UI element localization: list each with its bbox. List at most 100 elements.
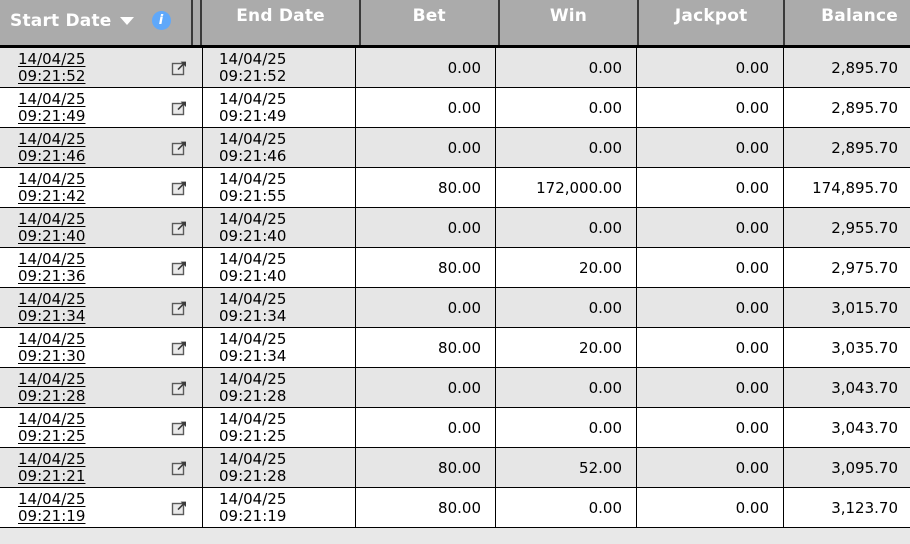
cell-jackpot: 0.00 (637, 288, 784, 327)
table-row[interactable]: 14/04/25 09:21:42 14/04/25 09:21:55 80.00 172… (0, 168, 910, 208)
external-link-icon[interactable] (171, 99, 188, 116)
start-date-link[interactable]: 14/04/25 09:21:21 (18, 449, 86, 485)
cell-bet: 80.00 (356, 488, 496, 527)
start-date-link[interactable]: 14/04/25 09:21:19 (18, 489, 86, 525)
end-time-value: 09:21:55 (219, 186, 287, 205)
info-icon[interactable]: i (151, 11, 171, 30)
cell-end-date: 14/04/25 09:21:34 (203, 288, 356, 327)
start-time-value: 09:21:49 (18, 106, 86, 125)
table-row[interactable]: 14/04/25 09:21:40 14/04/25 09:21:40 0.00 0.00… (0, 208, 910, 248)
table-row[interactable]: 14/04/25 09:21:36 14/04/25 09:21:40 80.00 20.… (0, 248, 910, 288)
cell-end-date: 14/04/25 09:21:49 (203, 88, 356, 127)
column-header-open-spacer (193, 0, 203, 45)
column-header-jackpot[interactable]: Jackpot (639, 0, 786, 45)
cell-balance: 3,035.70 (831, 338, 898, 357)
cell-jackpot: 0.00 (637, 208, 784, 247)
cell-start-date: 14/04/25 09:21:28 (0, 368, 203, 407)
cell-end-date: 14/04/25 09:21:28 (203, 448, 356, 487)
external-link-icon[interactable] (171, 139, 188, 156)
end-date-value: 14/04/25 (219, 89, 287, 108)
end-time-value: 09:21:49 (219, 106, 287, 125)
table-row[interactable]: 14/04/25 09:21:46 14/04/25 09:21:46 0.00 0.00… (0, 128, 910, 168)
table-row[interactable]: 14/04/25 09:21:21 14/04/25 09:21:28 80.00 52.… (0, 448, 910, 488)
column-header-end-date[interactable]: End Date (202, 0, 361, 45)
start-date-link[interactable]: 14/04/25 09:21:30 (18, 329, 86, 365)
external-link-icon[interactable] (171, 259, 188, 276)
column-header-win[interactable]: Win (499, 0, 640, 45)
cell-end-date: 14/04/25 09:21:40 (203, 208, 356, 247)
start-date-link[interactable]: 14/04/25 09:21:49 (18, 90, 86, 125)
column-header-bet[interactable]: Bet (360, 0, 500, 45)
cell-end-date: 14/04/25 09:21:28 (203, 368, 356, 407)
cell-bet: 0.00 (356, 288, 496, 327)
start-date-link[interactable]: 14/04/25 09:21:42 (18, 170, 85, 205)
cell-win: 0.00 (496, 488, 637, 527)
external-link-icon[interactable] (171, 299, 188, 316)
cell-start-date: 14/04/25 09:21:21 (0, 448, 203, 487)
cell-jackpot: 0.00 (637, 48, 784, 87)
end-date-value: 14/04/25 (219, 249, 287, 268)
cell-bet: 80.00 (356, 168, 496, 207)
external-link-icon[interactable] (171, 219, 188, 236)
start-date-link[interactable]: 14/04/25 09:21:25 (18, 409, 86, 445)
end-date-value: 14/04/25 (219, 169, 287, 188)
start-time-value: 09:21:34 (18, 306, 86, 325)
start-date-value: 14/04/25 (18, 369, 86, 388)
cell-balance: 2,955.70 (831, 218, 898, 237)
cell-balance: 174,895.70 (812, 178, 898, 197)
end-date-value: 14/04/25 (219, 409, 287, 428)
cell-jackpot: 0.00 (637, 328, 784, 367)
start-date-value: 14/04/25 (18, 289, 86, 308)
cell-win: 0.00 (496, 368, 637, 407)
cell-jackpot: 0.00 (637, 408, 784, 447)
panel-footer-strip (0, 532, 910, 544)
start-time-value: 09:21:40 (18, 226, 86, 245)
cell-win: 20.00 (496, 328, 637, 367)
column-header-balance[interactable]: Balance (785, 0, 910, 45)
end-time-value: 09:21:19 (219, 506, 287, 525)
table-row[interactable]: 14/04/25 09:21:34 14/04/25 09:21:34 0.00 0.00… (0, 288, 910, 328)
start-date-link[interactable]: 14/04/25 09:21:46 (18, 130, 85, 165)
external-link-icon[interactable] (171, 179, 188, 196)
external-link-icon[interactable] (171, 419, 188, 436)
end-time-value: 09:21:25 (219, 426, 287, 445)
cell-bet: 0.00 (356, 48, 496, 87)
start-date-link[interactable]: 14/04/25 09:21:36 (18, 250, 85, 285)
cell-bet: 80.00 (356, 448, 496, 487)
cell-win: 0.00 (496, 88, 637, 127)
table-row[interactable]: 14/04/25 09:21:52 14/04/25 09:21:52 0.00 0.00… (0, 48, 910, 88)
external-link-icon[interactable] (171, 499, 188, 516)
table-row[interactable]: 14/04/25 09:21:25 14/04/25 09:21:25 0.00 0.00… (0, 408, 910, 448)
end-date-value: 14/04/25 (219, 49, 287, 68)
cell-bet: 0.00 (356, 368, 496, 407)
cell-jackpot: 0.00 (637, 128, 784, 167)
table-row[interactable]: 14/04/25 09:21:30 14/04/25 09:21:34 80.00 20.… (0, 328, 910, 368)
cell-balance: 2,895.70 (831, 58, 898, 77)
start-date-value: 14/04/25 (18, 489, 86, 508)
external-link-icon[interactable] (171, 379, 188, 396)
start-date-value: 14/04/25 (18, 409, 86, 428)
cell-end-date: 14/04/25 09:21:34 (203, 328, 356, 367)
start-date-link[interactable]: 14/04/25 09:21:34 (18, 289, 86, 325)
start-date-value: 14/04/25 (18, 329, 86, 348)
external-link-icon[interactable] (171, 339, 188, 356)
external-link-icon[interactable] (171, 59, 188, 76)
start-date-link[interactable]: 14/04/25 09:21:40 (18, 210, 86, 245)
table-row[interactable]: 14/04/25 09:21:19 14/04/25 09:21:19 80.00 0.0… (0, 488, 910, 528)
cell-jackpot: 0.00 (637, 88, 784, 127)
table-header-row: Start Date i End Date Bet Win Jackpot Ba… (0, 0, 910, 48)
table-row[interactable]: 14/04/25 09:21:28 14/04/25 09:21:28 0.00 0.00… (0, 368, 910, 408)
column-header-start-date[interactable]: Start Date i (0, 0, 194, 45)
start-time-value: 09:21:28 (18, 386, 86, 405)
table-row[interactable]: 14/04/25 09:21:49 14/04/25 09:21:49 0.00 0.00… (0, 88, 910, 128)
end-date-value: 14/04/25 (219, 129, 287, 148)
caret-down-icon[interactable] (119, 16, 134, 25)
cell-balance: 3,123.70 (831, 498, 898, 517)
start-date-link[interactable]: 14/04/25 09:21:52 (18, 50, 85, 85)
external-link-icon[interactable] (171, 459, 188, 476)
cell-jackpot: 0.00 (637, 488, 784, 527)
end-time-value: 09:21:34 (219, 346, 287, 365)
start-date-value: 14/04/25 (18, 449, 86, 468)
start-date-link[interactable]: 14/04/25 09:21:28 (18, 369, 86, 405)
cell-win: 0.00 (496, 208, 637, 247)
